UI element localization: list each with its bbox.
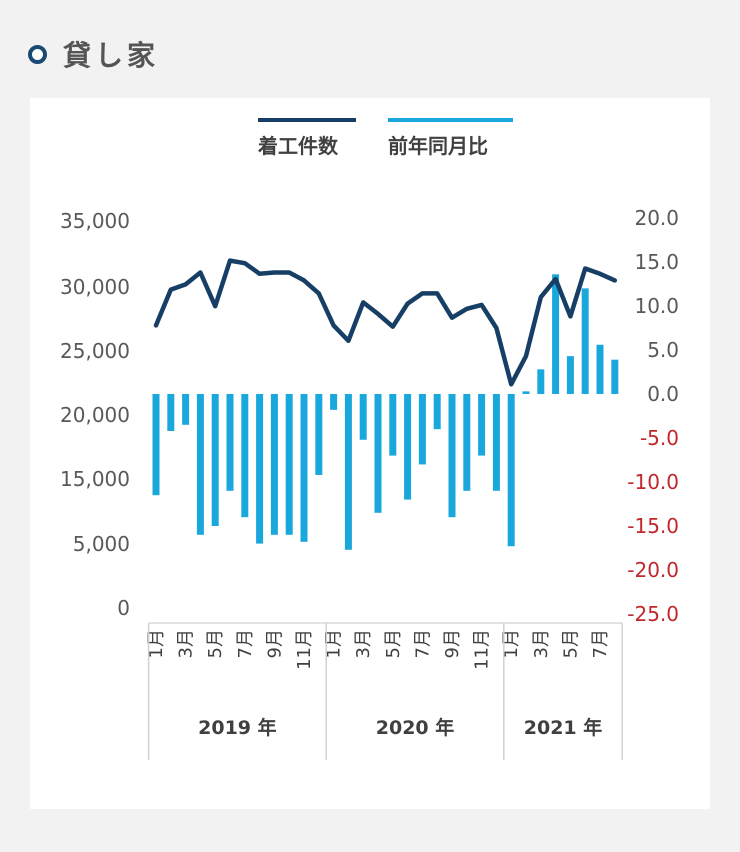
line-series: [153, 258, 618, 387]
bar: [226, 394, 234, 491]
bar: [522, 391, 530, 394]
bar: [359, 394, 367, 440]
month-tick-label: 5月: [383, 629, 404, 658]
bar: [344, 394, 352, 550]
bar: [463, 394, 471, 491]
left-tick-label: 30,000: [60, 275, 130, 299]
bar: [241, 394, 249, 518]
month-tick-label: 9月: [442, 629, 463, 658]
year-label: 2020 年: [376, 716, 455, 739]
bar: [507, 394, 515, 547]
left-tick-label: 0: [117, 596, 130, 620]
bar: [182, 394, 190, 425]
month-tick-label: 11月: [294, 629, 315, 670]
right-tick-label: 15.0: [634, 250, 679, 274]
combo-chart: 着工件数 前年同月比 35,000 30,000 25,000 20,000 15,000…: [60, 118, 679, 760]
month-tick-label: 9月: [264, 629, 285, 658]
bar: [270, 394, 278, 535]
bar: [478, 394, 486, 456]
bar: [167, 394, 175, 431]
legend-label-1: 前年同月比: [388, 134, 488, 158]
right-tick-label: -20.0: [627, 558, 679, 582]
right-tick-label: 5.0: [647, 338, 679, 362]
left-tick-label: 20,000: [60, 403, 130, 427]
bar: [389, 394, 397, 456]
bar-series: [152, 274, 619, 550]
right-tick-label: 20.0: [634, 206, 679, 230]
chart-card: 着工件数 前年同月比 35,000 30,000 25,000 20,000 15,000…: [30, 98, 710, 809]
bar: [596, 344, 604, 394]
bar: [418, 394, 426, 465]
bar: [566, 356, 574, 394]
bar: [374, 394, 382, 513]
bar: [448, 394, 456, 518]
chart-legend: 着工件数 前年同月比: [257, 118, 513, 158]
bar: [285, 394, 293, 535]
bar: [433, 394, 441, 430]
left-tick-label: 5,000: [73, 532, 130, 556]
left-axis: 35,000 30,000 25,000 20,000 15,000 5,000 0: [60, 209, 130, 620]
legend-label-0: 着工件数: [257, 134, 339, 158]
month-tick-label: 7月: [235, 629, 256, 658]
month-tick-label: 5月: [205, 629, 226, 658]
left-tick-label: 15,000: [60, 467, 130, 491]
year-label: 2019 年: [198, 716, 277, 739]
right-tick-label: -15.0: [627, 514, 679, 538]
right-tick-label: -10.0: [627, 470, 679, 494]
bar: [492, 394, 500, 491]
section-title: 貸し家: [28, 34, 159, 74]
bar: [330, 394, 338, 410]
left-tick-label: 35,000: [60, 209, 130, 233]
bar: [300, 394, 308, 542]
month-tick-label: 1月: [324, 629, 345, 658]
right-tick-label: 0.0: [647, 382, 679, 406]
bar: [196, 394, 204, 535]
right-tick-label: -5.0: [640, 426, 679, 450]
month-tick-label: 7月: [412, 629, 433, 658]
month-tick-label: 1月: [501, 629, 522, 658]
bar: [537, 369, 545, 394]
bar: [552, 274, 560, 394]
month-tick-label: 11月: [472, 629, 493, 670]
bar: [315, 394, 323, 475]
section-title-text: 貸し家: [63, 39, 160, 72]
month-tick-label: 3月: [531, 629, 552, 658]
right-tick-label: 10.0: [634, 294, 679, 318]
right-axis: 20.0 15.0 10.0 5.0 0.0 -5.0 -10.0 -15.0 -20.0 -25…: [627, 206, 679, 626]
bar: [152, 394, 160, 496]
year-label: 2021 年: [524, 716, 603, 739]
left-tick-label: 25,000: [60, 339, 130, 363]
bar: [211, 394, 219, 526]
bar: [611, 359, 619, 394]
bar: [581, 288, 589, 394]
month-tick-label: 7月: [590, 629, 611, 658]
circle-bullet-icon: [28, 44, 47, 64]
bar: [256, 394, 264, 544]
month-tick-label: 3月: [353, 629, 374, 658]
x-axis: 1月 3月 5月 7月 9月 11月 1月 3月 5月 7月 9月 11月 1月 3月 5月 7月 2019 年…: [146, 622, 623, 760]
line-series-group: [153, 258, 618, 387]
month-tick-label: 3月: [176, 629, 197, 658]
month-tick-label: 5月: [560, 629, 581, 658]
bar: [404, 394, 412, 500]
right-tick-label: -25.0: [627, 602, 679, 626]
month-tick-label: 1月: [146, 629, 167, 658]
